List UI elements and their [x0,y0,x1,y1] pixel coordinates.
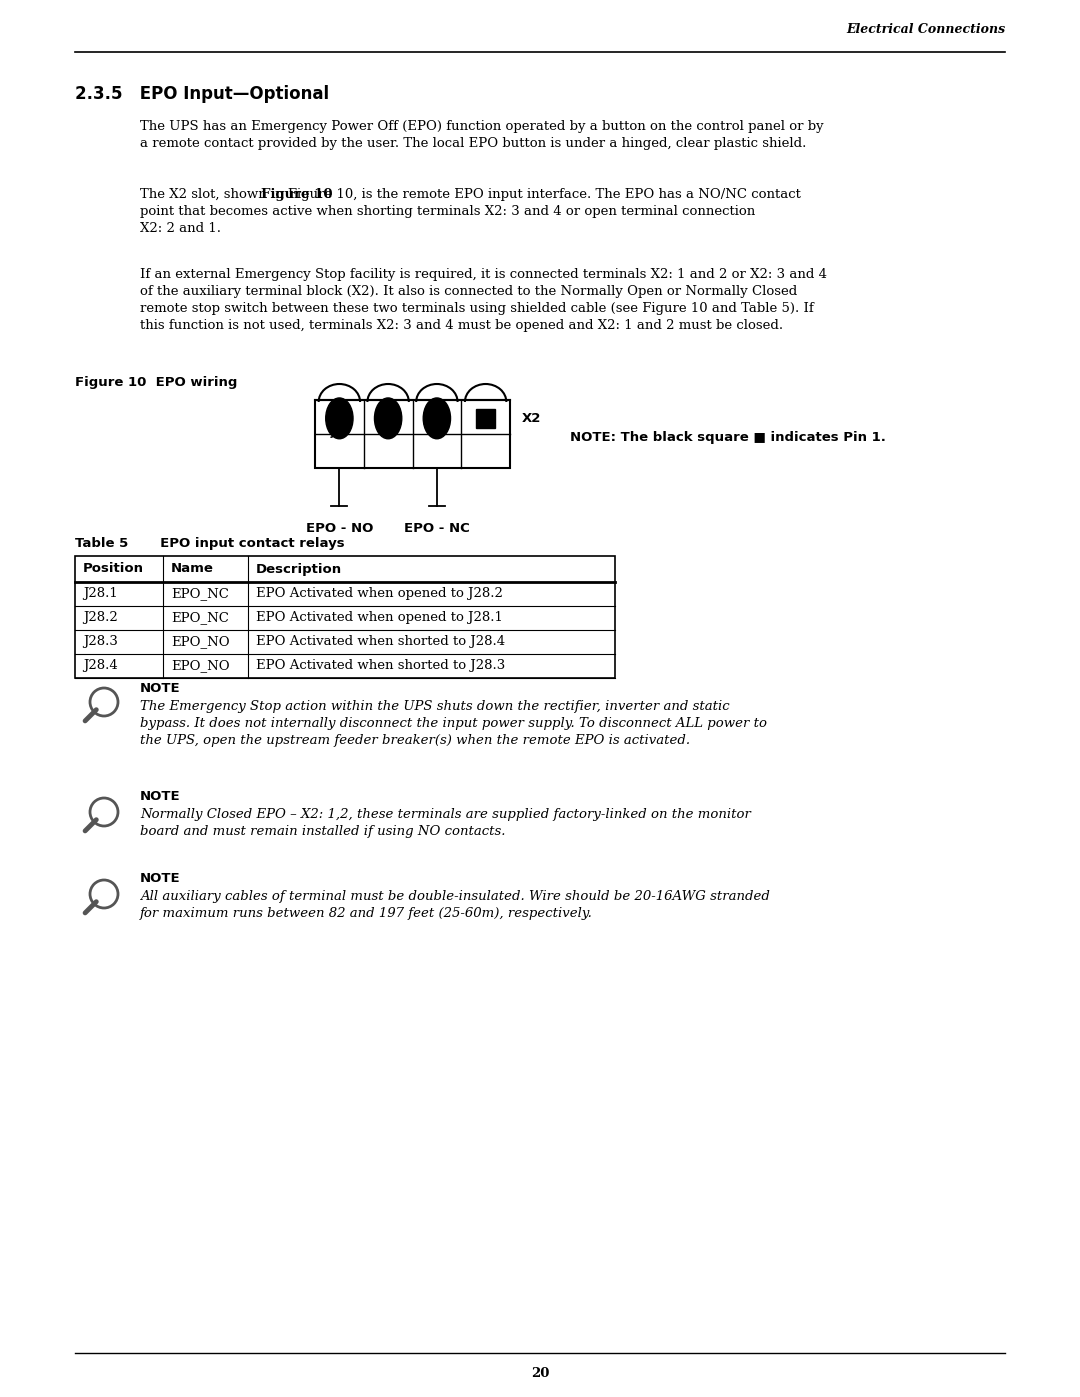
Text: Figure 10  EPO wiring: Figure 10 EPO wiring [75,376,238,388]
Text: J28.3: J28.3 [83,636,118,648]
Text: EPO - NO: EPO - NO [306,522,373,535]
Text: Name: Name [171,563,214,576]
Text: EPO - NC: EPO - NC [404,522,470,535]
Text: J28.2: J28.2 [83,612,118,624]
Text: The X2 slot, shown in Figure 10, is the remote EPO input interface. The EPO has : The X2 slot, shown in Figure 10, is the … [140,189,801,235]
Text: Figure 10: Figure 10 [261,189,333,201]
Text: The Emergency Stop action within the UPS shuts down the rectifier, inverter and : The Emergency Stop action within the UPS… [140,700,767,747]
Ellipse shape [375,398,402,439]
Text: EPO_NO: EPO_NO [171,636,230,648]
Text: EPO Activated when opened to J28.2: EPO Activated when opened to J28.2 [256,588,503,601]
Text: Table 5: Table 5 [75,536,129,550]
Text: If an external Emergency Stop facility is required, it is connected terminals X2: If an external Emergency Stop facility i… [140,268,827,332]
Text: NOTE: The black square ■ indicates Pin 1.: NOTE: The black square ■ indicates Pin 1… [570,430,886,444]
Text: EPO Activated when shorted to J28.3: EPO Activated when shorted to J28.3 [256,659,505,672]
Ellipse shape [326,398,353,439]
Bar [476,409,495,427]
Text: NOTE: NOTE [140,789,180,803]
Bar [75,556,615,678]
Text: Normally Closed EPO – X2: 1,2, these terminals are supplied factory-linked on th: Normally Closed EPO – X2: 1,2, these ter… [140,807,751,838]
Text: J28: J28 [330,429,348,439]
Text: EPO_NC: EPO_NC [171,588,229,601]
Text: Description: Description [256,563,342,576]
Text: Position: Position [83,563,144,576]
Text: 20: 20 [530,1368,550,1380]
Text: EPO Activated when opened to J28.1: EPO Activated when opened to J28.1 [256,612,503,624]
Text: NOTE: NOTE [140,872,180,886]
Text: 2.3.5   EPO Input—Optional: 2.3.5 EPO Input—Optional [75,85,329,103]
Text: EPO_NO: EPO_NO [171,659,230,672]
Text: All auxiliary cables of terminal must be double-insulated. Wire should be 20-16A: All auxiliary cables of terminal must be… [140,890,770,921]
Text: The UPS has an Emergency Power Off (EPO) function operated by a button on the co: The UPS has an Emergency Power Off (EPO)… [140,120,824,149]
Text: Electrical Connections: Electrical Connections [846,22,1005,36]
Text: X2: X2 [522,412,541,425]
Text: EPO Activated when shorted to J28.4: EPO Activated when shorted to J28.4 [256,636,505,648]
Text: J28.1: J28.1 [83,588,118,601]
Bar [315,400,510,468]
Text: NOTE: NOTE [140,682,180,694]
Text: EPO_NC: EPO_NC [171,612,229,624]
Ellipse shape [423,398,450,439]
Text: J28.4: J28.4 [83,659,118,672]
Text: EPO input contact relays: EPO input contact relays [137,536,345,550]
